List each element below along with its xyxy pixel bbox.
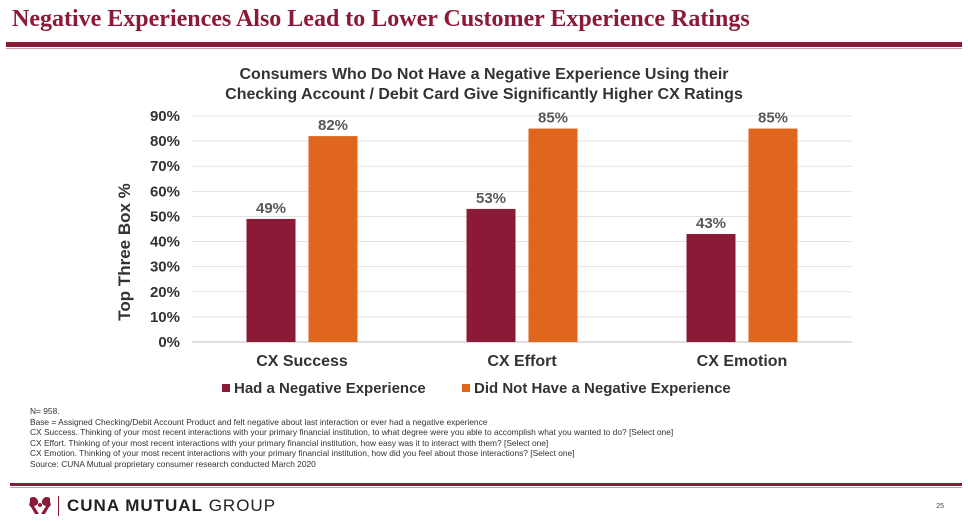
y-tick-label: 60% bbox=[150, 183, 180, 200]
footer-divider-thin bbox=[10, 487, 962, 488]
title-divider-thin bbox=[6, 48, 962, 49]
y-tick-label: 30% bbox=[150, 259, 180, 276]
y-tick-label: 80% bbox=[150, 133, 180, 150]
bar-no-negative bbox=[528, 128, 578, 342]
footnote-source: Source: CUNA Mutual proprietary consumer… bbox=[30, 458, 316, 469]
chart-title: Consumers Who Do Not Have a Negative Exp… bbox=[225, 66, 743, 103]
bar-value-label: 43% bbox=[696, 215, 726, 232]
x-tick-label: CX Emotion bbox=[697, 353, 788, 370]
slide-title: Negative Experiences Also Lead to Lower … bbox=[12, 6, 750, 32]
footnote-sample-size: N= 958. bbox=[30, 406, 60, 416]
legend-label: Had a Negative Experience bbox=[234, 380, 426, 397]
footnote-cx-effort: CX Effort. Thinking of your most recent … bbox=[30, 437, 549, 448]
logo-wordmark-light: GROUP bbox=[208, 496, 277, 515]
logo-wordmark: CUNA MUTUAL GROUP bbox=[67, 496, 276, 516]
bar-had-negative bbox=[686, 234, 736, 342]
x-axis-ticks: CX Success CX Effort CX Emotion bbox=[256, 353, 787, 370]
legend-swatch bbox=[222, 384, 230, 392]
chart-title-line-1: Consumers Who Do Not Have a Negative Exp… bbox=[239, 66, 728, 83]
page-number: 25 bbox=[936, 503, 944, 510]
x-tick-label: CX Success bbox=[256, 353, 348, 370]
company-logo: CUNA MUTUAL GROUP bbox=[28, 495, 276, 517]
logo-separator bbox=[58, 496, 59, 516]
y-axis-ticks: 0% 10% 20% 30% 40% 50% 60% 70% 80% 90% bbox=[150, 108, 180, 351]
bar-value-label: 53% bbox=[476, 190, 506, 207]
bar-chart: Consumers Who Do Not Have a Negative Exp… bbox=[115, 66, 852, 397]
bars bbox=[246, 128, 798, 342]
bar-no-negative bbox=[748, 128, 798, 342]
gridlines bbox=[192, 115, 852, 343]
bar-had-negative bbox=[246, 218, 296, 342]
y-axis-label: Top Three Box % bbox=[115, 183, 134, 321]
legend-item: Had a Negative Experience bbox=[222, 380, 426, 397]
y-tick-label: 90% bbox=[150, 108, 180, 125]
title-divider bbox=[6, 42, 962, 47]
x-tick-label: CX Effort bbox=[487, 353, 557, 370]
cuna-logo-icon bbox=[29, 497, 51, 514]
y-tick-label: 20% bbox=[150, 284, 180, 301]
legend-label: Did Not Have a Negative Experience bbox=[474, 380, 731, 397]
y-tick-label: 0% bbox=[158, 334, 180, 351]
legend: Had a Negative Experience Did Not Have a … bbox=[222, 380, 731, 397]
bar-value-label: 49% bbox=[256, 200, 286, 217]
legend-swatch bbox=[462, 384, 470, 392]
footnotes: N= 958. Base = Assigned Checking/Debit A… bbox=[30, 406, 673, 470]
y-tick-label: 70% bbox=[150, 158, 180, 175]
bar-value-label: 85% bbox=[538, 110, 568, 127]
y-tick-label: 50% bbox=[150, 208, 180, 225]
footer-divider bbox=[10, 483, 962, 486]
chart-title-line-2: Checking Account / Debit Card Give Signi… bbox=[225, 86, 743, 103]
bar-had-negative bbox=[466, 208, 516, 342]
bar-labels: 49% 82% 53% 85% 43% 85% bbox=[256, 110, 788, 232]
footnote-base: Base = Assigned Checking/Debit Account P… bbox=[30, 416, 488, 427]
y-tick-label: 40% bbox=[150, 234, 180, 251]
bar-value-label: 82% bbox=[318, 117, 348, 134]
bar-no-negative bbox=[308, 136, 358, 342]
legend-item: Did Not Have a Negative Experience bbox=[462, 380, 731, 397]
bar-value-label: 85% bbox=[758, 110, 788, 127]
footnote-cx-emotion: CX Emotion. Thinking of your most recent… bbox=[30, 448, 575, 459]
y-tick-label: 10% bbox=[150, 309, 180, 326]
footnote-cx-success: CX Success. Thinking of your most recent… bbox=[30, 427, 674, 438]
logo-wordmark-bold: CUNA MUTUAL bbox=[67, 496, 203, 515]
